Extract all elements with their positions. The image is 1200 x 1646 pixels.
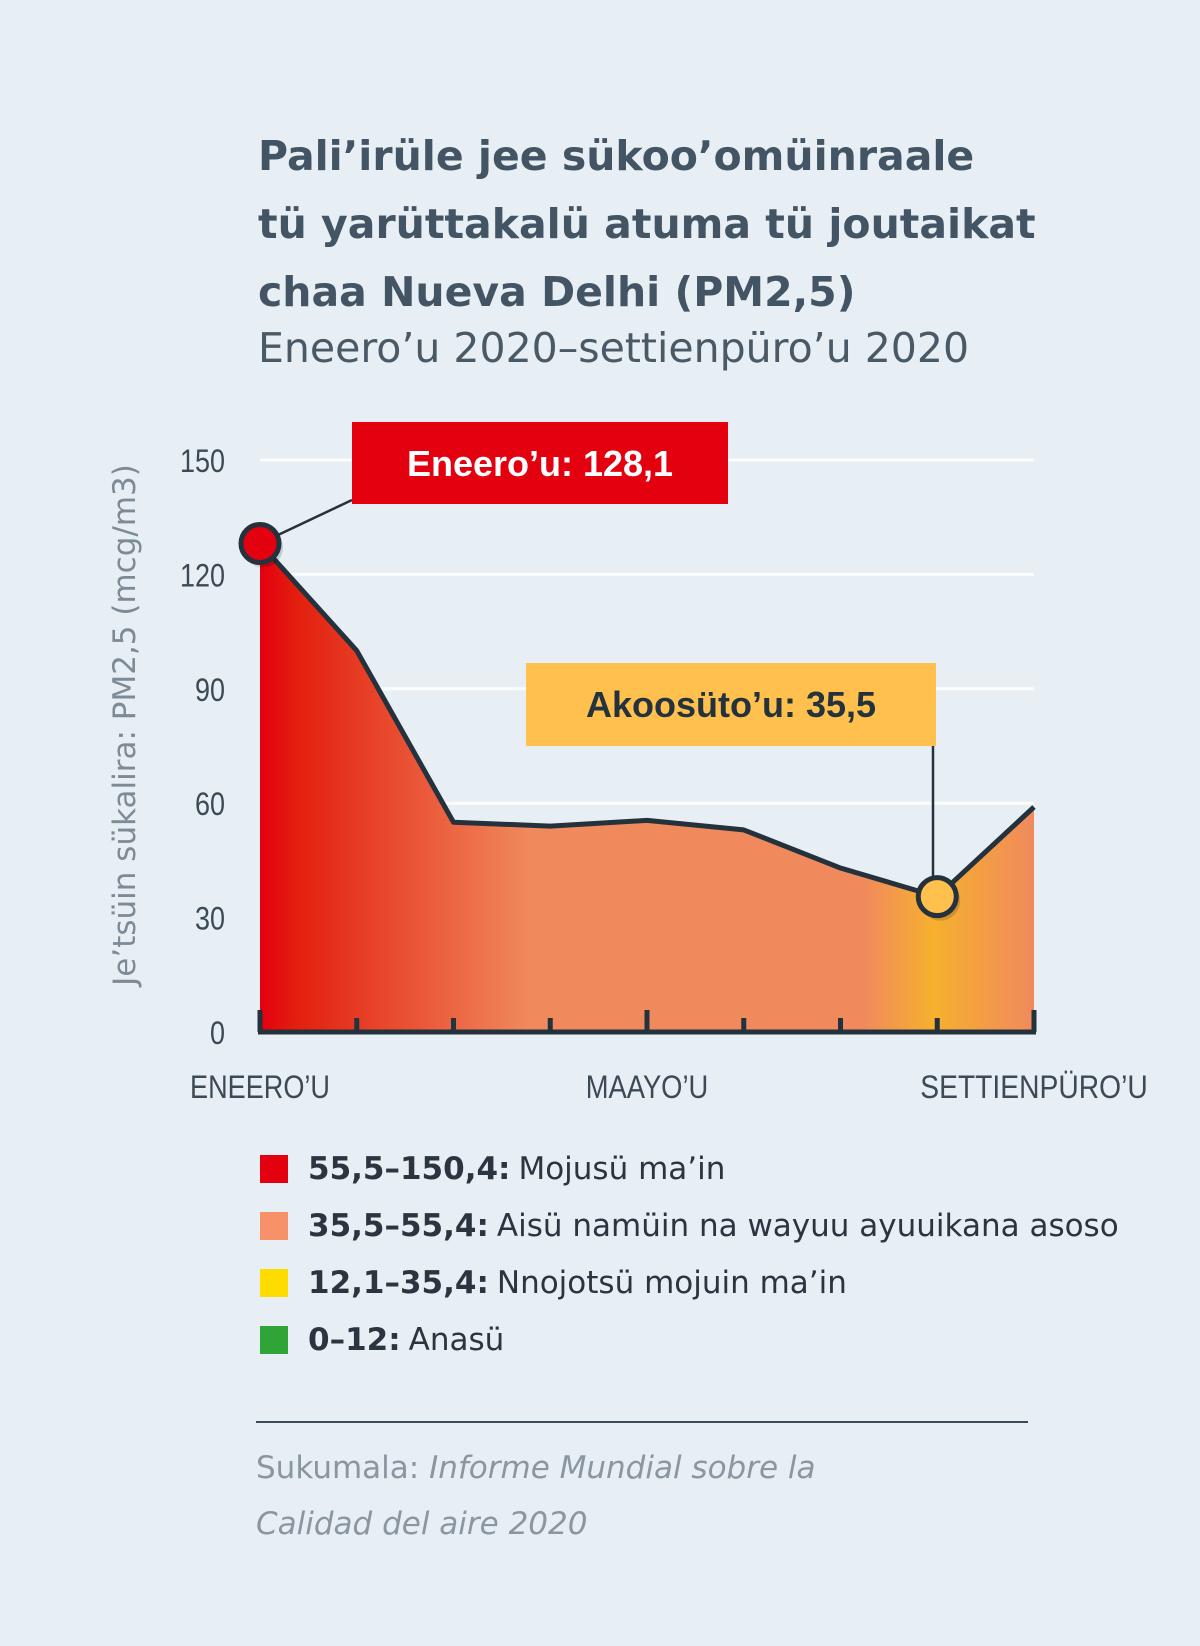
x-tick-label: MAAYO’U (586, 1069, 709, 1105)
callout-text-january: Eneero’u: 128,1 (407, 443, 673, 484)
legend-swatch (260, 1325, 288, 1354)
legend-label: Mojusü ma’in (518, 1150, 726, 1187)
source-text: Informe Mundial sobre la (429, 1450, 816, 1486)
y-tick-label: 0 (210, 1015, 225, 1051)
legend-item-low: 12,1–35,4: Nnojotsü mojuin ma’in (260, 1254, 1119, 1311)
y-tick-label: 150 (180, 443, 225, 479)
legend-label: Aisü namüin na wayuu ayuuikana asoso (496, 1207, 1119, 1244)
title-line: chaa Nueva Delhi (PM2,5) (258, 268, 856, 316)
callout-text-august: Akoosüto’u: 35,5 (586, 684, 876, 725)
x-tick-label: ENEERO’U (190, 1069, 330, 1105)
chart-title: Pali’irüle jee sükoo’omüinraale tü yarüt… (258, 122, 1158, 326)
source-text: Calidad del aire 2020 (256, 1506, 588, 1542)
legend-swatch (260, 1211, 288, 1240)
marker-january (238, 522, 282, 566)
title-line: tü yarüttakalü atuma tü joutaikat (258, 200, 1036, 248)
legend-item-mid: 35,5–55,4: Aisü namüin na wayuu ayuuikan… (260, 1197, 1119, 1254)
area-fill (260, 543, 1034, 1032)
marker-august (915, 875, 959, 919)
legend-item-good: 0–12: Anasü (260, 1311, 1119, 1368)
y-tick-label: 30 (195, 901, 225, 937)
legend-range: 0–12: (308, 1321, 401, 1358)
legend: 55,5–150,4: Mojusü ma’in 35,5–55,4: Aisü… (260, 1140, 1119, 1368)
legend-item-high: 55,5–150,4: Mojusü ma’in (260, 1140, 1119, 1197)
x-tick-label: SETTIENPÜRO’U (920, 1069, 1148, 1105)
legend-range: 12,1–35,4: (308, 1264, 489, 1301)
legend-swatch (260, 1154, 288, 1183)
source: Sukumala: Informe Mundial sobre la Calid… (256, 1440, 816, 1552)
title-line: Pali’irüle jee sükoo’omüinraale (258, 132, 975, 180)
legend-range: 55,5–150,4: (308, 1150, 511, 1187)
source-prefix: Sukumala: (256, 1450, 420, 1486)
y-tick-label: 90 (195, 672, 225, 708)
series-line (258, 541, 1036, 900)
legend-range: 35,5–55,4: (308, 1207, 489, 1244)
chart-subtitle: Eneero’u 2020–settienpüro’u 2020 (258, 324, 970, 372)
y-tick-label: 120 (180, 557, 225, 593)
legend-label: Anasü (408, 1321, 505, 1358)
divider (256, 1421, 1028, 1423)
legend-label: Nnojotsü mojuin ma’in (496, 1264, 847, 1301)
legend-swatch (260, 1268, 288, 1297)
y-tick-label: 60 (195, 786, 225, 822)
callout-box-august (526, 663, 936, 746)
callout-box-january (352, 422, 728, 504)
